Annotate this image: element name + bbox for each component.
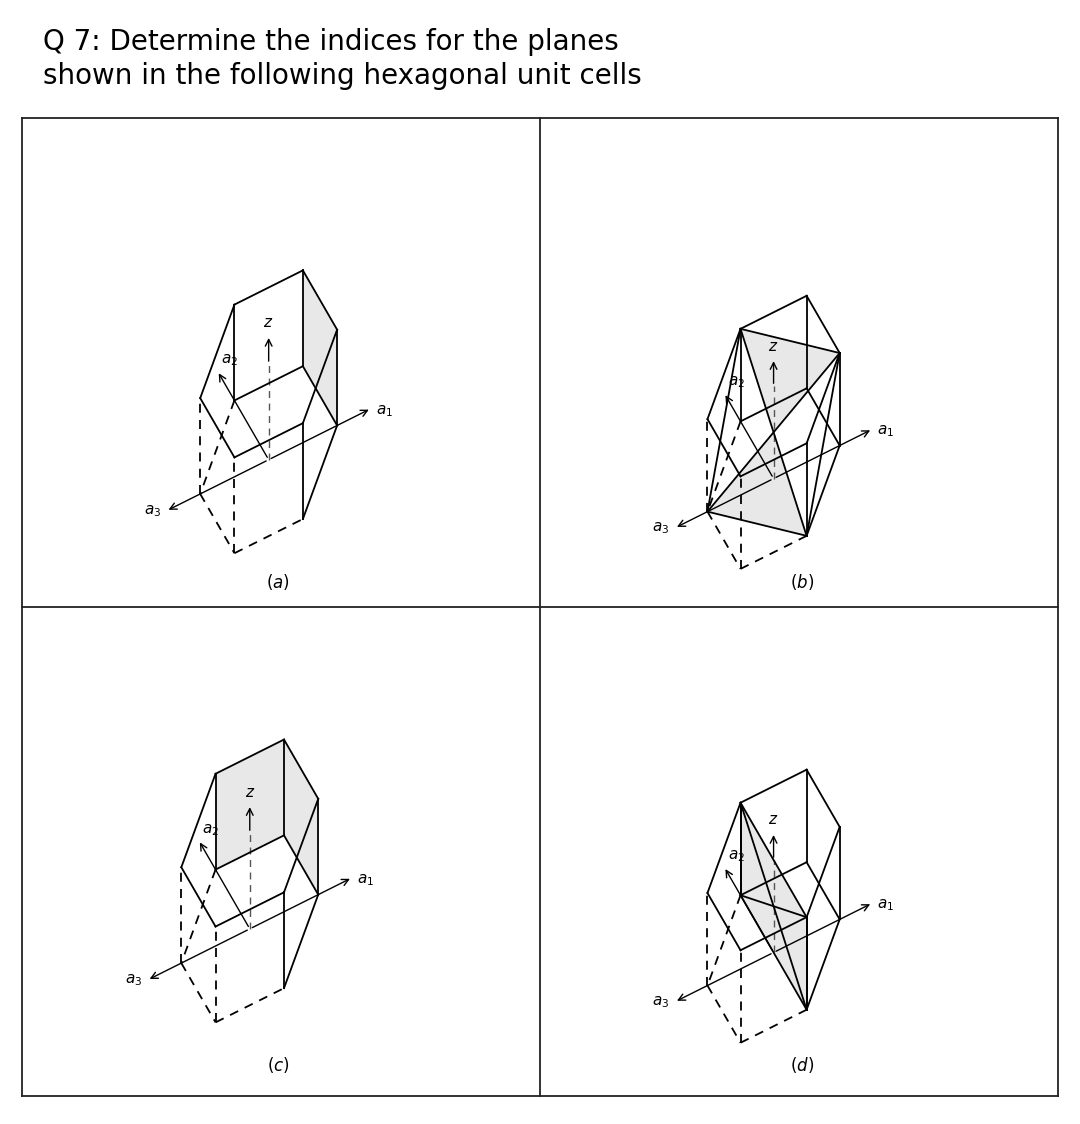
Text: $a_1$: $a_1$ (877, 424, 894, 439)
Text: $(d)$: $(d)$ (789, 1055, 814, 1076)
Text: $a_3$: $a_3$ (144, 504, 161, 519)
Text: $a_1$: $a_1$ (376, 402, 393, 418)
Text: $z$: $z$ (768, 338, 779, 354)
Text: $a_1$: $a_1$ (877, 897, 894, 913)
Text: $(c)$: $(c)$ (267, 1055, 289, 1076)
Text: $a_1$: $a_1$ (357, 872, 375, 888)
Polygon shape (216, 740, 284, 870)
Text: shown in the following hexagonal unit cells: shown in the following hexagonal unit ce… (43, 62, 642, 90)
Polygon shape (284, 740, 319, 895)
Polygon shape (302, 271, 337, 426)
Text: $a_3$: $a_3$ (125, 972, 143, 988)
Polygon shape (741, 803, 807, 1009)
Text: $a_2$: $a_2$ (221, 353, 238, 369)
Text: $z$: $z$ (768, 813, 779, 827)
Text: $a_2$: $a_2$ (728, 374, 745, 390)
Text: $a_3$: $a_3$ (652, 995, 670, 1009)
Text: $(a)$: $(a)$ (267, 572, 289, 592)
Text: $z$: $z$ (244, 785, 255, 799)
Text: Q 7: Determine the indices for the planes: Q 7: Determine the indices for the plane… (43, 28, 619, 56)
Text: $z$: $z$ (264, 316, 274, 330)
Polygon shape (707, 329, 839, 536)
Text: $a_3$: $a_3$ (652, 520, 670, 536)
Text: $a_2$: $a_2$ (202, 822, 219, 837)
Text: $a_2$: $a_2$ (728, 849, 745, 864)
Text: $(b)$: $(b)$ (789, 572, 814, 592)
